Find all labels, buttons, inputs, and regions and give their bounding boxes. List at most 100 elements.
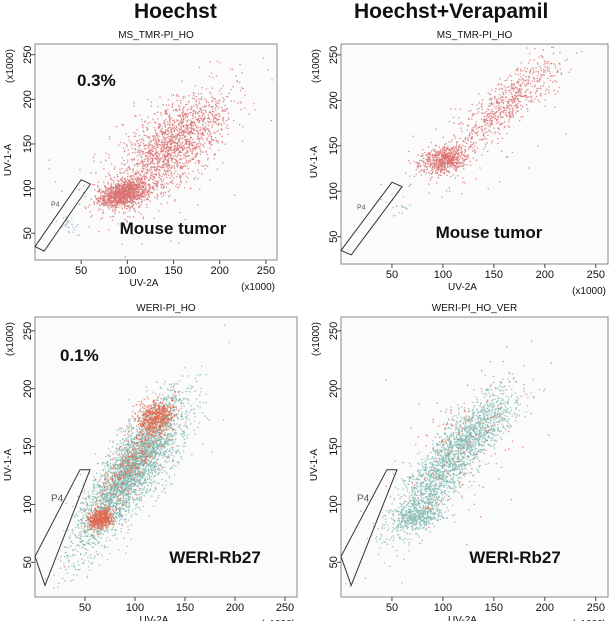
data-point	[438, 146, 440, 148]
data-point	[126, 199, 128, 201]
data-point	[130, 516, 132, 518]
data-point	[468, 157, 470, 159]
data-point	[170, 140, 172, 142]
data-point	[165, 173, 167, 175]
data-point	[138, 151, 140, 153]
data-point	[220, 93, 222, 95]
data-point	[210, 120, 212, 123]
data-point	[129, 189, 131, 191]
data-point	[140, 185, 142, 187]
data-point	[427, 163, 429, 165]
data-point	[224, 143, 226, 145]
data-point	[218, 107, 220, 109]
data-point	[148, 194, 150, 196]
data-point	[428, 156, 430, 158]
data-point	[501, 99, 503, 101]
data-point	[542, 85, 544, 87]
data-point	[518, 94, 520, 97]
data-point	[542, 71, 544, 73]
data-point	[454, 147, 456, 150]
data-point	[380, 183, 382, 186]
data-point	[517, 89, 519, 91]
data-point	[520, 70, 522, 72]
data-point	[93, 203, 96, 206]
data-point	[101, 203, 103, 205]
data-point	[102, 212, 104, 214]
data-point	[179, 158, 182, 160]
data-point	[75, 526, 77, 529]
data-point	[141, 417, 144, 419]
data-point	[529, 53, 531, 55]
data-point	[511, 97, 513, 99]
data-point	[224, 104, 226, 106]
data-point	[463, 163, 465, 165]
data-point	[476, 135, 479, 137]
data-point	[132, 188, 135, 190]
data-point	[149, 137, 151, 139]
data-point	[99, 208, 101, 210]
data-point	[105, 152, 107, 154]
data-point	[194, 133, 196, 135]
data-point	[116, 200, 118, 202]
data-point	[518, 88, 520, 90]
data-point	[91, 215, 93, 217]
data-point	[216, 131, 218, 133]
data-point	[145, 182, 147, 185]
data-point	[443, 146, 446, 148]
data-point	[553, 89, 555, 92]
data-point	[166, 169, 168, 172]
data-point	[515, 92, 517, 94]
data-point	[135, 194, 137, 196]
data-point	[102, 191, 104, 193]
data-point	[147, 170, 149, 172]
data-point	[505, 87, 507, 89]
data-point	[118, 190, 120, 192]
data-point	[529, 92, 531, 94]
data-point	[125, 189, 127, 191]
data-point	[191, 123, 193, 125]
data-point	[154, 183, 156, 185]
data-point	[147, 439, 149, 441]
data-point	[218, 149, 220, 151]
data-point	[447, 161, 449, 163]
data-point	[198, 162, 200, 165]
data-point	[105, 192, 107, 194]
data-point	[128, 510, 130, 512]
data-point	[165, 416, 168, 418]
data-point	[541, 74, 543, 77]
data-point	[221, 110, 223, 112]
data-point	[119, 198, 122, 201]
data-point	[443, 164, 445, 166]
data-point	[516, 110, 518, 112]
data-point	[441, 168, 443, 170]
data-point	[175, 125, 177, 127]
data-point	[160, 130, 162, 132]
data-point	[415, 169, 417, 171]
data-point	[186, 150, 188, 152]
data-point	[195, 162, 197, 164]
data-point	[150, 177, 152, 179]
data-point	[121, 178, 123, 180]
data-point	[467, 154, 469, 156]
data-point	[151, 192, 154, 194]
data-point	[488, 116, 490, 118]
data-point	[157, 151, 159, 153]
data-point	[506, 114, 508, 117]
data-point	[99, 197, 102, 200]
data-point	[175, 95, 178, 97]
data-point	[130, 196, 133, 198]
data-point	[193, 111, 195, 113]
data-point	[498, 107, 500, 110]
data-point	[156, 155, 158, 157]
data-point	[185, 152, 187, 155]
data-point	[181, 130, 183, 133]
data-point	[130, 175, 132, 177]
data-point	[73, 516, 75, 518]
data-point	[126, 487, 128, 489]
data-point	[159, 159, 161, 161]
data-point	[166, 136, 169, 138]
data-point	[516, 106, 518, 109]
data-point	[521, 82, 524, 84]
data-point	[169, 126, 171, 128]
data-point	[169, 440, 172, 442]
